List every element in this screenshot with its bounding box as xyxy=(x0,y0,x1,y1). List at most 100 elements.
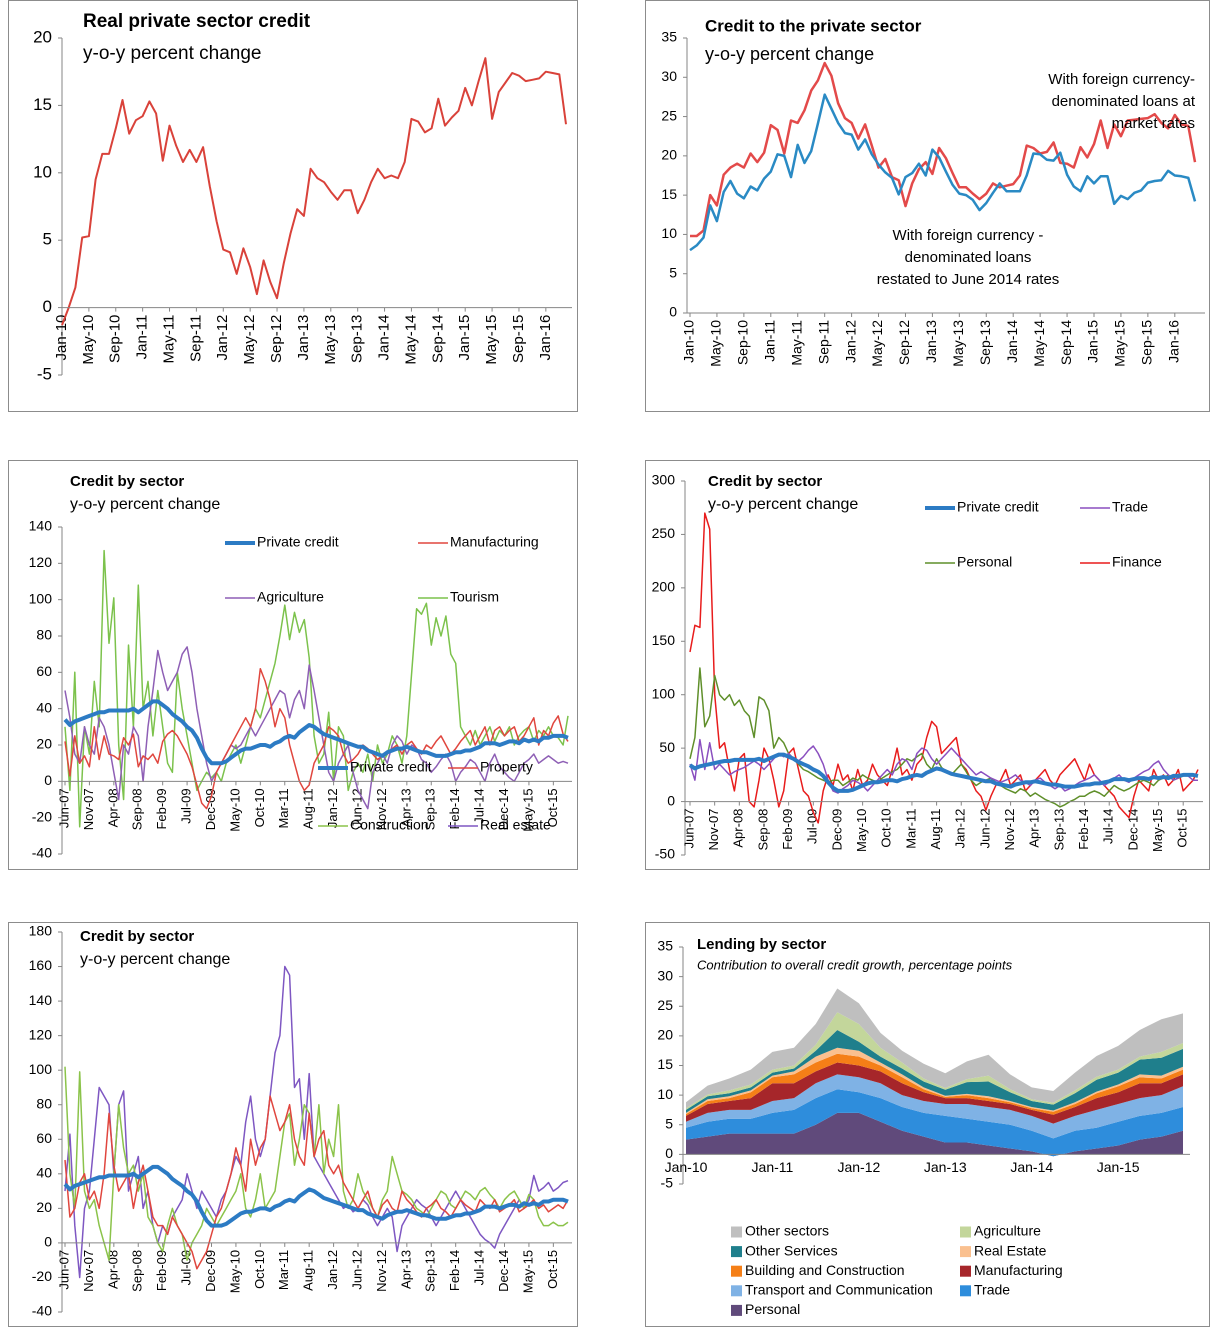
legend-label: Tourism xyxy=(450,589,499,605)
x-tick-label: Sep-13 xyxy=(349,315,366,363)
stacked-area xyxy=(686,1053,1183,1116)
x-tick-label: Oct-15 xyxy=(545,1250,560,1289)
legend-label: Private credit xyxy=(350,759,432,775)
legend-label: Manufacturing xyxy=(974,1262,1063,1278)
x-tick-label: Jan-15 xyxy=(1097,1159,1140,1175)
y-tick-label: 20 xyxy=(661,147,677,163)
x-tick-label: May-11 xyxy=(160,315,177,364)
x-tick-label: Oct-10 xyxy=(252,788,267,827)
x-tick-label: Sep-13 xyxy=(423,1250,438,1292)
y-tick-label: 15 xyxy=(657,1056,673,1072)
chart-title: Credit by sector xyxy=(80,928,194,945)
legend-label: Personal xyxy=(957,554,1012,570)
x-tick-label: Sep-13 xyxy=(423,788,438,830)
x-tick-label: May-13 xyxy=(950,320,966,367)
x-tick-label: Aug-11 xyxy=(301,1250,316,1291)
y-tick-label: 20 xyxy=(36,736,52,752)
annotation: With foreign currency- xyxy=(1048,71,1195,88)
legend-label: Property xyxy=(480,759,533,775)
y-tick-label: 80 xyxy=(36,1095,52,1111)
legend-label: Transport and Communication xyxy=(745,1282,933,1298)
series-line xyxy=(64,549,569,828)
x-tick-label: Jan-13 xyxy=(295,315,312,361)
annotation: market rates xyxy=(1112,115,1195,132)
x-tick-label: Sep-10 xyxy=(735,320,751,365)
y-tick-label: 25 xyxy=(657,997,673,1013)
legend-label: Finance xyxy=(1112,554,1162,570)
series-line xyxy=(64,1066,569,1261)
y-tick-label: 5 xyxy=(665,1115,673,1131)
chart-subtitle: y-o-y percent change xyxy=(708,496,858,513)
legend-label: Agriculture xyxy=(974,1223,1041,1239)
stacked-area xyxy=(686,1030,1183,1113)
y-tick-label: 300 xyxy=(652,472,676,488)
y-tick-label: 10 xyxy=(33,162,52,181)
legend-label: Real Estate xyxy=(974,1242,1047,1258)
panel-border xyxy=(645,0,1210,412)
x-tick-label: Sep-14 xyxy=(1058,320,1074,365)
y-tick-label: 60 xyxy=(36,663,52,679)
stacked-area xyxy=(686,1047,1183,1115)
legend-swatch xyxy=(731,1246,742,1258)
x-tick-label: May-10 xyxy=(80,315,97,365)
x-tick-label: Jan-15 xyxy=(456,315,473,361)
y-tick-label: 0 xyxy=(665,1145,673,1161)
y-tick-label: 140 xyxy=(29,518,53,534)
x-tick-label: May-15 xyxy=(483,315,500,365)
y-tick-label: 0 xyxy=(44,1234,52,1250)
x-tick-label: Jul-09 xyxy=(179,788,194,823)
x-tick-label: May-15 xyxy=(520,1250,535,1293)
x-tick-label: Oct-10 xyxy=(252,1250,267,1289)
x-tick-label: Dec-09 xyxy=(829,809,844,851)
y-tick-label: 140 xyxy=(29,992,53,1008)
y-tick-label: 120 xyxy=(29,1026,53,1042)
panel-border xyxy=(645,460,1210,870)
x-tick-label: Nov-12 xyxy=(1002,809,1017,851)
x-tick-label: May-12 xyxy=(241,315,258,365)
x-tick-label: Sep-08 xyxy=(130,788,145,830)
chart-subtitle: y-o-y percent change xyxy=(80,951,230,968)
stacked-area xyxy=(686,1074,1183,1139)
annotation: denominated loans xyxy=(905,249,1032,266)
y-tick-label: -5 xyxy=(37,364,52,383)
stacked-area xyxy=(686,1112,1183,1157)
chart-title: Credit by sector xyxy=(708,473,822,490)
x-tick-label: May-15 xyxy=(520,788,535,831)
x-tick-label: Jul-14 xyxy=(472,1250,487,1285)
x-tick-label: Jul-14 xyxy=(1101,809,1116,844)
x-tick-label: Jan-16 xyxy=(537,315,554,361)
legend-label: Private credit xyxy=(957,499,1039,515)
x-tick-label: Jan-14 xyxy=(376,315,393,361)
y-tick-label: 15 xyxy=(661,186,677,202)
x-tick-label: Feb-14 xyxy=(1076,809,1091,850)
y-tick-label: 120 xyxy=(29,554,53,570)
x-tick-label: Feb-14 xyxy=(447,788,462,829)
annotation: restated to June 2014 rates xyxy=(877,271,1060,288)
x-tick-label: Aug-11 xyxy=(301,788,316,829)
x-tick-label: Jan-10 xyxy=(681,320,697,363)
series-line xyxy=(690,61,1197,238)
y-tick-label: 25 xyxy=(661,107,677,123)
x-tick-label: Jan-14 xyxy=(1004,320,1020,363)
y-tick-label: -40 xyxy=(32,845,52,861)
x-tick-label: Jan-10 xyxy=(665,1159,708,1175)
legend-label: Manufacturing xyxy=(450,534,539,550)
chart-title: Credit to the private sector xyxy=(705,16,922,35)
y-tick-label: 40 xyxy=(36,1165,52,1181)
x-tick-label: Nov-07 xyxy=(706,809,721,851)
y-tick-label: 0 xyxy=(44,772,52,788)
x-tick-label: Feb-14 xyxy=(447,1250,462,1291)
x-tick-label: Sep-10 xyxy=(107,315,124,363)
x-tick-label: Jan-11 xyxy=(762,320,778,362)
x-tick-label: Sep-13 xyxy=(1051,809,1066,851)
y-tick-label: 10 xyxy=(661,225,677,241)
y-tick-label: 100 xyxy=(29,1061,53,1077)
series-line xyxy=(688,752,1199,793)
series-line xyxy=(689,512,1199,824)
x-tick-label: Feb-09 xyxy=(154,788,169,829)
legend-swatch xyxy=(731,1304,742,1316)
y-tick-label: 50 xyxy=(659,739,675,755)
x-tick-label: Oct-15 xyxy=(545,788,560,827)
x-tick-label: Sep-11 xyxy=(187,315,204,362)
